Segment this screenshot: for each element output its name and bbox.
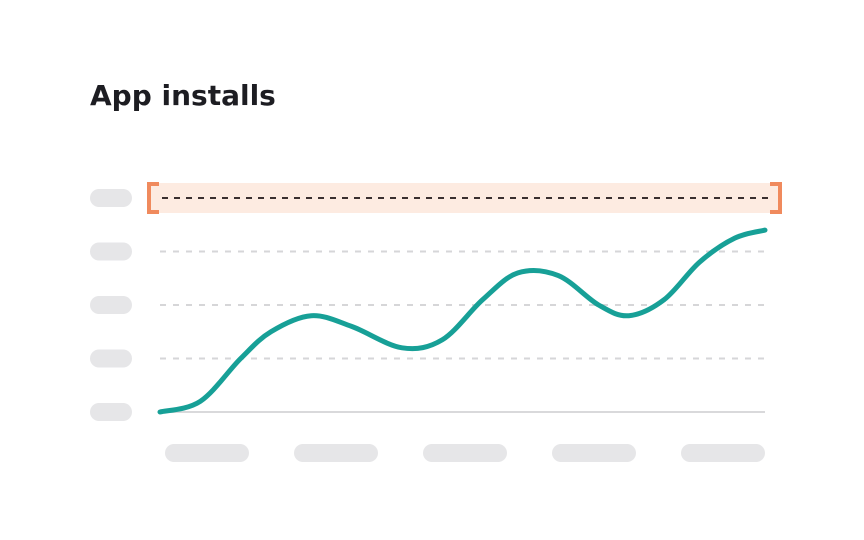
placeholder bbox=[423, 444, 507, 462]
placeholder bbox=[681, 444, 765, 462]
chart-title: App installs bbox=[90, 79, 276, 112]
x-label-placeholders bbox=[165, 444, 765, 462]
y-label-placeholder bbox=[90, 403, 132, 421]
y-label-placeholder bbox=[90, 296, 132, 314]
line bbox=[157, 227, 768, 415]
target-bracket bbox=[147, 182, 159, 214]
placeholder bbox=[294, 444, 378, 462]
y-label-placeholder bbox=[90, 242, 132, 261]
y-label-placeholder bbox=[90, 189, 132, 207]
target-bracket bbox=[770, 182, 782, 214]
placeholder bbox=[552, 444, 636, 462]
y-label-placeholder bbox=[90, 349, 132, 368]
placeholder bbox=[165, 444, 249, 462]
